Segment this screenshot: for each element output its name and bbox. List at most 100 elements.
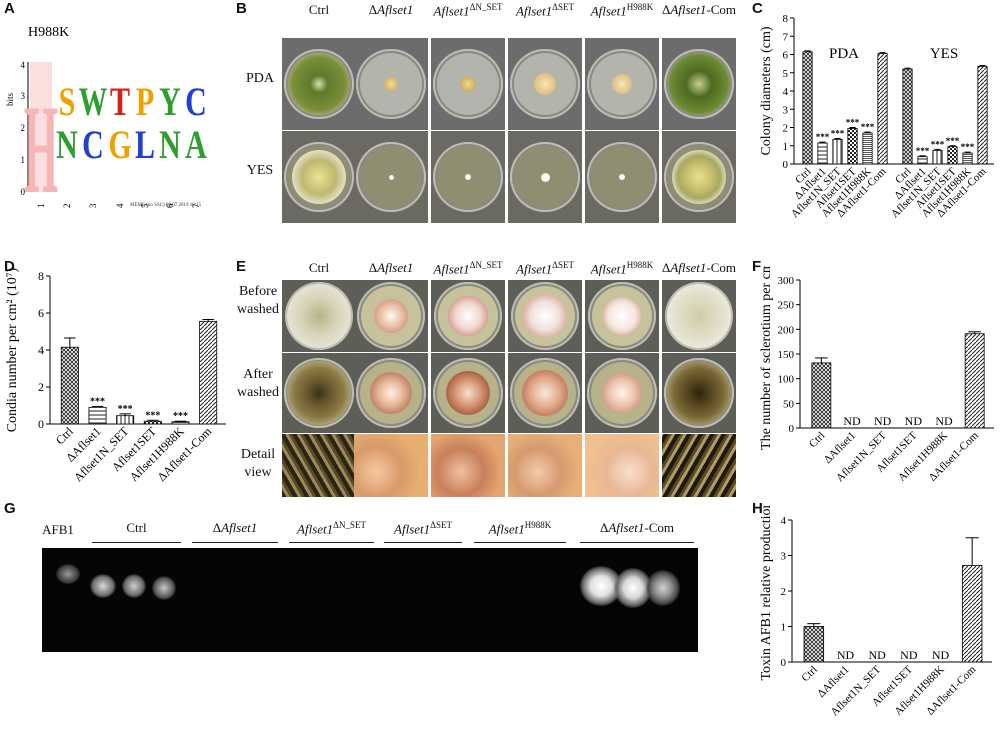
chart-h-bar-0-0 (803, 626, 825, 663)
tlc-label-h988k-gene: Aflset1 (488, 521, 525, 537)
panel-b-yes-dset-colony (540, 172, 550, 182)
tlc-underline-delta (192, 542, 278, 543)
panel-b-pda-dn_set (431, 38, 505, 130)
panel-b-header-delta-delta: Δ (368, 2, 378, 17)
panel-e-after-com (662, 353, 736, 433)
chart-d-sig-0-1: *** (90, 396, 105, 407)
panel-e-after-dn_set (431, 353, 505, 433)
chart-f-nd-0-3: ND (905, 414, 923, 428)
panel-b-header-dset-gene: Aflset1 (516, 3, 553, 19)
panel-label-h: H (752, 500, 763, 517)
chart-f-ytick-2: 100 (778, 374, 795, 386)
panel-e-after-h988k (585, 353, 659, 433)
chart-f-nd-0-1: ND (843, 414, 861, 428)
panel-label-c: C (752, 0, 763, 17)
panel-b-header-dn_set-gene: Aflset1 (433, 3, 470, 19)
panel-e-header-dn_set-gene: Aflset1 (433, 261, 470, 277)
chart-h-nd-0-1: ND (837, 648, 855, 662)
tlc-underline-dset (384, 542, 462, 543)
panel-e-header-com: ΔAflset1-Com (658, 260, 740, 276)
tlc-label-h988k: Aflset1H988K (470, 520, 570, 537)
chart-f-bar-0-5 (964, 333, 985, 429)
tlc-label-dset-gene: Aflset1 (394, 521, 431, 537)
logo-ytick-2: 2 (21, 123, 26, 133)
panel-b-yes-h988k-colony (619, 174, 625, 180)
chart-c-bar-0-1 (817, 142, 828, 165)
panel-e-row-before-l2: washed (237, 302, 279, 317)
panel-e-row-detail-l2: view (244, 465, 272, 480)
panel-e-header-h988k-allele: H988K (626, 260, 654, 270)
panel-e-detail-dset (508, 434, 582, 497)
chart-c-bar-1-1 (917, 156, 928, 165)
logo-ytick-1: 1 (21, 155, 26, 165)
tlc-spot-ctrl-3 (152, 576, 176, 600)
panel-e-detail-ctrl (282, 434, 356, 497)
panel-e-before-dn_set-colony (448, 296, 488, 336)
chart-d-bar-0-0 (60, 346, 79, 425)
panel-e-detail-com (662, 434, 736, 497)
panel-b-yes-ctrl (282, 131, 356, 223)
panel-label-f: F (752, 258, 762, 275)
chart-h-ytick-0: 0 (781, 657, 787, 669)
chart-c-bar-0-3 (847, 128, 858, 165)
chart-f-xlabel-0-0: Ctrl (807, 430, 828, 451)
chart-h-ytick-1: 1 (781, 622, 787, 634)
logo-letter-g: G (108, 122, 131, 167)
panel-e-header-ctrl-suffix: Ctrl (308, 260, 330, 275)
panel-e-header-ctrl: Ctrl (278, 260, 360, 276)
chart-f-ytick-3: 150 (778, 349, 795, 361)
panel-e-header-dn_set: Aflset1ΔN_SET (427, 260, 509, 277)
chart-f-ytick-4: 200 (778, 324, 795, 336)
tlc-label-dn_set: Aflset1ΔN_SET (285, 520, 378, 537)
panel-b-yes-dn_set-colony (465, 174, 471, 180)
panel-e-before-ctrl-colony (287, 284, 351, 348)
panel-b-header-ctrl-suffix: Ctrl (308, 2, 330, 17)
logo-letter-l: L (135, 122, 155, 167)
panel-b-pda-h988k (585, 38, 659, 130)
panel-label-a: A (4, 0, 15, 17)
chart-f-ytick-5: 250 (778, 300, 795, 312)
panel-e-header-dset: Aflset1ΔSET (504, 260, 586, 277)
panel-e-row-detail: Detail view (234, 446, 282, 482)
chart-f-nd-0-2: ND (874, 414, 892, 428)
panel-b-pda-ctrl (282, 38, 356, 130)
chart-f-ytick-0: 0 (789, 423, 795, 435)
tlc-spot-com-2 (614, 568, 652, 608)
chart-c-sig-0-3: *** (846, 118, 860, 128)
tlc-underline-com (580, 542, 694, 543)
chart-c-ytick-8: 8 (783, 13, 789, 25)
tlc-underline-h988k (474, 542, 566, 543)
chart-c-group-1: YES (930, 46, 958, 62)
chart-c-sig-1-4: *** (961, 142, 975, 152)
chart-h-nd-0-4: ND (932, 648, 950, 662)
logo-letter-y: Y (159, 79, 181, 124)
panel-b-header-dset: Aflset1ΔSET (504, 2, 586, 19)
chart-d-ytick-1: 2 (38, 380, 44, 394)
logo-ytick-3: 3 (21, 91, 26, 101)
chart-c-bar-0-2 (832, 138, 843, 165)
tlc-spot-ctrl-2 (122, 574, 146, 598)
chart-d-sig-0-3: *** (145, 410, 160, 421)
panel-e-header-dn_set-allele: ΔN_SET (469, 260, 503, 270)
chart-c-ytick-6: 6 (783, 50, 789, 62)
tlc-label-ctrl: Ctrl (88, 520, 185, 536)
panel-e-before-delta-colony (374, 299, 408, 333)
panel-b-yes-delta (354, 131, 428, 223)
panel-e-row-after-l2: washed (237, 385, 279, 400)
panel-e-header-delta-gene: Aflset1 (377, 260, 414, 275)
logo-letter-n2: N (159, 122, 181, 167)
chart-c-ytick-2: 2 (783, 123, 789, 135)
chart-c-ytick-1: 1 (783, 141, 789, 153)
panel-b-header-dn_set: Aflset1ΔN_SET (427, 2, 509, 19)
chart-c-bar-1-5 (977, 65, 988, 165)
logo-letter-c: C (185, 79, 207, 124)
chart-c-sig-0-4: *** (861, 122, 875, 132)
chart-f-ytick-1: 50 (783, 398, 795, 410)
chart-c-bar-1-3 (947, 146, 958, 165)
logo-letter-h: H (24, 78, 58, 220)
panel-e-header-h988k: Aflset1H988K (581, 260, 663, 277)
panel-e-detail-dn_set (431, 434, 505, 497)
logo-pos-5: 5 (140, 203, 150, 208)
panel-b-header-h988k-allele: H988K (626, 2, 654, 12)
panel-b-pda-h988k-colony (612, 74, 632, 94)
